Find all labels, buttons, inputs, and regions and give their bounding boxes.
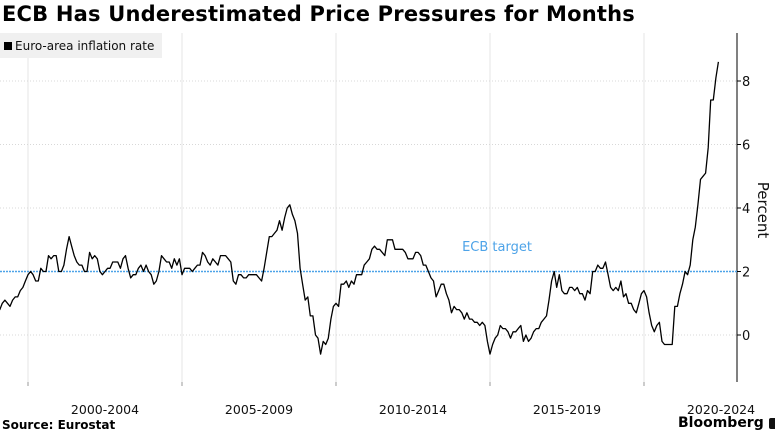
x-category-label: 2000-2004 bbox=[71, 402, 139, 417]
chart-title: ECB Has Underestimated Price Pressures f… bbox=[2, 2, 636, 26]
y-tick-label: 2 bbox=[742, 266, 750, 281]
y-tick-label: 4 bbox=[742, 202, 750, 217]
y-axis-label: Percent bbox=[754, 182, 772, 239]
legend-label: Euro-area inflation rate bbox=[15, 38, 155, 53]
legend: Euro-area inflation rate bbox=[0, 33, 163, 58]
ecb-target-label: ECB target bbox=[462, 240, 532, 255]
source-note: Source: Eurostat bbox=[2, 418, 116, 432]
inflation-series-line bbox=[0, 61, 720, 355]
y-tick-label: 0 bbox=[742, 329, 750, 344]
x-category-label: 2010-2014 bbox=[379, 402, 447, 417]
x-category-label: 2015-2019 bbox=[533, 402, 601, 417]
y-tick-label: 8 bbox=[742, 75, 750, 90]
bloomberg-logo: Bloomberg bbox=[678, 415, 775, 431]
x-category-label: 2020-2024 bbox=[687, 402, 755, 417]
x-category-label: 2005-2009 bbox=[225, 402, 293, 417]
y-tick-label: 6 bbox=[742, 139, 750, 154]
legend-swatch bbox=[4, 41, 12, 50]
bloomberg-mark-icon bbox=[768, 417, 775, 429]
